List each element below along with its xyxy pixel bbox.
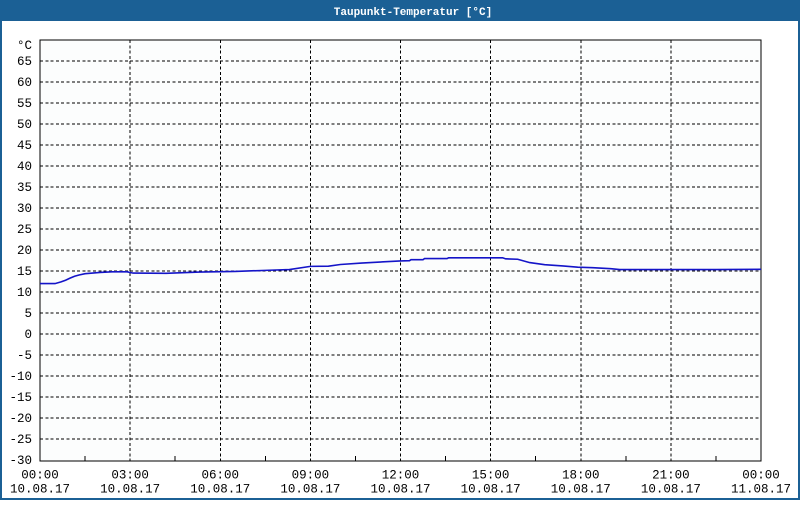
svg-text:-15: -15 (9, 391, 32, 405)
svg-text:Taupunkt-Temperatur [°C]: Taupunkt-Temperatur [°C] (334, 7, 492, 19)
svg-text:12:00: 12:00 (382, 469, 420, 483)
svg-text:15: 15 (17, 265, 32, 279)
svg-text:10.08.17: 10.08.17 (461, 482, 521, 496)
svg-text:-30: -30 (9, 454, 32, 468)
svg-text:03:00: 03:00 (111, 469, 149, 483)
svg-text:35: 35 (17, 181, 32, 195)
svg-text:00:00: 00:00 (21, 469, 59, 483)
svg-text:09:00: 09:00 (292, 469, 330, 483)
svg-text:65: 65 (17, 55, 32, 69)
svg-text:06:00: 06:00 (201, 469, 239, 483)
svg-text:°C: °C (17, 39, 32, 53)
svg-text:10.08.17: 10.08.17 (641, 482, 701, 496)
svg-text:60: 60 (17, 76, 32, 90)
svg-text:-5: -5 (17, 349, 32, 363)
svg-text:10: 10 (17, 286, 32, 300)
svg-text:10.08.17: 10.08.17 (370, 482, 430, 496)
svg-text:18:00: 18:00 (562, 469, 600, 483)
svg-text:55: 55 (17, 97, 32, 111)
svg-text:45: 45 (17, 139, 32, 153)
svg-text:-10: -10 (9, 370, 32, 384)
svg-text:00:00: 00:00 (742, 469, 780, 483)
svg-text:20: 20 (17, 244, 32, 258)
svg-text:40: 40 (17, 160, 32, 174)
svg-text:-20: -20 (9, 412, 32, 426)
svg-text:10.08.17: 10.08.17 (280, 482, 340, 496)
svg-text:21:00: 21:00 (652, 469, 690, 483)
svg-text:10.08.17: 10.08.17 (100, 482, 160, 496)
svg-text:5: 5 (24, 307, 32, 321)
svg-text:-25: -25 (9, 433, 32, 447)
svg-text:10.08.17: 10.08.17 (551, 482, 611, 496)
svg-text:25: 25 (17, 223, 32, 237)
svg-text:10.08.17: 10.08.17 (190, 482, 250, 496)
svg-text:10.08.17: 10.08.17 (10, 482, 70, 496)
svg-text:11.08.17: 11.08.17 (731, 482, 791, 496)
svg-text:0: 0 (24, 328, 32, 342)
svg-text:30: 30 (17, 202, 32, 216)
svg-text:15:00: 15:00 (472, 469, 510, 483)
svg-text:50: 50 (17, 118, 32, 132)
